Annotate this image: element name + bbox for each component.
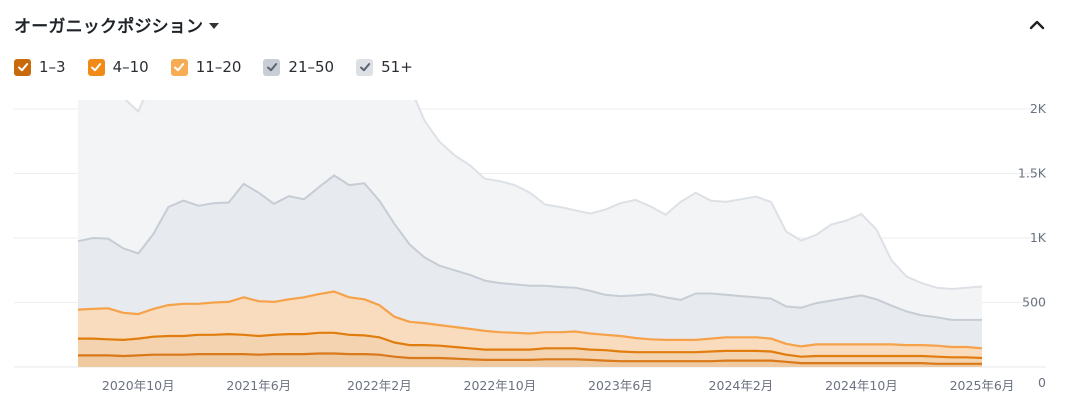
legend-label: 1–3 xyxy=(39,58,66,76)
legend-item[interactable]: 1–3 xyxy=(14,58,66,76)
y-tick-label: 1.5K xyxy=(1018,166,1047,181)
series-area xyxy=(78,291,982,358)
legend-label: 11–20 xyxy=(195,58,242,76)
series-line xyxy=(77,290,983,350)
x-tick-label: 2022年2月 xyxy=(347,378,412,393)
x-tick-label: 2021年6月 xyxy=(226,378,291,393)
legend-label: 21–50 xyxy=(288,58,335,76)
checkbox-checked-icon[interactable] xyxy=(170,58,188,76)
organic-positions-chart: 0 500 1K 1.5K 2K 2020年10月 2021年6月 2022年2月 2022年1… xyxy=(14,100,1047,393)
y-tick-label: 0 xyxy=(1038,375,1046,390)
series-line xyxy=(77,174,982,321)
series-area xyxy=(78,175,982,349)
x-tick-label: 2022年10月 xyxy=(464,378,537,393)
legend-label: 4–10 xyxy=(112,58,149,76)
legend-item[interactable]: 51+ xyxy=(356,58,413,76)
caret-down-icon xyxy=(209,22,220,29)
x-tick-label: 2025年6月 xyxy=(950,378,1015,393)
checkbox-checked-icon[interactable] xyxy=(14,58,31,76)
y-tick-label: 2K xyxy=(1030,101,1047,116)
chart-header: オーガニックポジション xyxy=(14,12,1051,40)
x-tick-label: 2024年10月 xyxy=(825,378,898,393)
series-line xyxy=(78,352,982,365)
legend-item[interactable]: 4–10 xyxy=(87,58,149,76)
chart-legend: 1–3 4–10 11–20 21–50 51+ xyxy=(14,58,413,76)
checkbox-checked-icon[interactable] xyxy=(356,58,374,76)
chart-title-dropdown[interactable]: オーガニックポジション xyxy=(14,12,1051,37)
chevron-up-icon[interactable] xyxy=(1027,15,1047,35)
legend-item[interactable]: 21–50 xyxy=(263,58,334,76)
checkbox-checked-icon[interactable] xyxy=(263,58,281,76)
chart-title: オーガニックポジション xyxy=(14,17,204,37)
series-line xyxy=(124,100,983,290)
x-tick-label: 2023年6月 xyxy=(588,378,653,393)
legend-item[interactable]: 11–20 xyxy=(170,58,242,76)
series-area xyxy=(78,332,982,364)
y-tick-label: 500 xyxy=(1022,295,1046,310)
legend-label: 51+ xyxy=(381,58,413,76)
x-tick-label: 2024年2月 xyxy=(709,378,774,393)
checkbox-checked-icon[interactable] xyxy=(87,58,105,76)
series-area xyxy=(78,100,982,320)
x-tick-label: 2020年10月 xyxy=(102,378,175,393)
series-line xyxy=(78,331,983,360)
y-tick-label: 1K xyxy=(1030,230,1047,245)
